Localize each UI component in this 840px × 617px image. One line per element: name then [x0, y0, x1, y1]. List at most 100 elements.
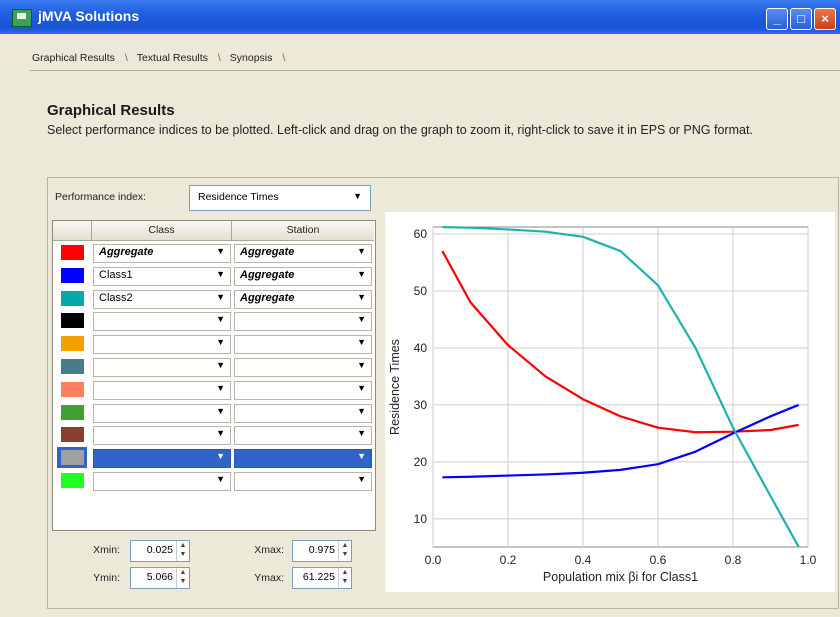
table-row[interactable]: ▼ ▼: [53, 402, 375, 424]
station-dropdown[interactable]: ▼: [234, 472, 372, 491]
class-value: Class2: [99, 291, 133, 304]
table-row[interactable]: ▼ ▼: [53, 379, 375, 401]
performance-index-dropdown[interactable]: Residence Times ▼: [189, 185, 371, 211]
table-row[interactable]: ▼ ▼: [53, 333, 375, 355]
spinner-arrows-icon[interactable]: ▲ ▼: [338, 568, 351, 588]
chevron-down-icon: ▼: [216, 474, 225, 484]
table-row[interactable]: Class1 ▼ Aggregate ▼: [53, 265, 375, 287]
chevron-down-icon: ▼: [357, 405, 366, 416]
series-color-swatch[interactable]: [61, 336, 84, 352]
chevron-down-icon: ▼: [357, 474, 366, 484]
series-color-swatch[interactable]: [61, 359, 84, 374]
chevron-down-icon: ▼: [216, 428, 225, 439]
station-dropdown[interactable]: Aggregate ▼: [234, 289, 372, 309]
series-color-swatch[interactable]: [61, 290, 84, 306]
station-dropdown[interactable]: ▼: [234, 380, 372, 400]
class-dropdown[interactable]: ▼: [93, 472, 231, 491]
station-dropdown[interactable]: ▼: [234, 335, 372, 355]
tab-synopsis[interactable]: Synopsis: [229, 52, 273, 64]
series-selection-table: Class Station Aggregate ▼ Aggregate ▼ Class1…: [52, 220, 376, 531]
chevron-down-icon: ▼: [216, 246, 225, 256]
chevron-down-icon: ▼: [216, 291, 225, 302]
class-dropdown[interactable]: Class1 ▼: [93, 266, 231, 286]
station-dropdown[interactable]: ▼: [234, 426, 372, 446]
series-line-1: [442, 403, 800, 479]
chevron-down-icon: ▼: [216, 451, 225, 462]
series-color-swatch[interactable]: [61, 313, 84, 329]
series-color-swatch[interactable]: [61, 473, 84, 488]
spinner-arrows-icon[interactable]: ▲ ▼: [176, 541, 189, 561]
chevron-down-icon: ▼: [357, 337, 366, 348]
station-dropdown[interactable]: ▼: [234, 403, 372, 423]
title-bar[interactable]: jMVA Solutions _ □ ×: [0, 0, 840, 34]
station-column-header: Station: [232, 221, 374, 241]
ymin-spinner[interactable]: 5.066 ▲ ▼: [130, 567, 190, 589]
class-dropdown[interactable]: ▼: [93, 335, 231, 355]
table-row[interactable]: Aggregate ▼ Aggregate ▼: [53, 242, 375, 264]
class-dropdown[interactable]: ▼: [93, 312, 231, 332]
chevron-down-icon: ▼: [216, 405, 225, 416]
table-row[interactable]: ▼ ▼: [53, 447, 375, 469]
series-color-swatch[interactable]: [61, 450, 84, 466]
xmax-spinner[interactable]: 0.975 ▲ ▼: [292, 540, 352, 562]
station-dropdown[interactable]: ▼: [234, 312, 372, 332]
class-column-header: Class: [92, 221, 232, 241]
residence-times-chart[interactable]: 0.0 0.2 0.4 0.6 0.8 1.0 10 20 30 40 50 60 Population…: [385, 212, 835, 592]
series-color-swatch[interactable]: [61, 427, 84, 443]
xmin-label: Xmin:: [93, 544, 120, 556]
window-title: jMVA Solutions: [38, 8, 140, 24]
x-axis-label: Population mix βi for Class1: [543, 570, 698, 584]
y-tick-label: 40: [414, 341, 428, 355]
x-tick-label: 0.6: [650, 553, 667, 567]
class-dropdown[interactable]: ▼: [93, 426, 231, 446]
station-dropdown[interactable]: ▼: [234, 358, 372, 377]
tab-textual-results[interactable]: Textual Results: [136, 52, 208, 64]
series-color-swatch[interactable]: [61, 381, 84, 397]
ymin-label: Ymin:: [93, 572, 120, 584]
class-dropdown[interactable]: ▼: [93, 380, 231, 400]
tab-graphical-results[interactable]: Graphical Results: [32, 52, 115, 64]
y-tick-label: 50: [414, 284, 428, 298]
series-color-swatch[interactable]: [61, 267, 84, 283]
ymax-spinner[interactable]: 61.225 ▲ ▼: [292, 567, 352, 589]
table-row[interactable]: ▼ ▼: [53, 356, 375, 378]
y-tick-label: 20: [414, 455, 428, 469]
table-row[interactable]: ▼ ▼: [53, 310, 375, 332]
station-dropdown[interactable]: Aggregate ▼: [234, 266, 372, 286]
table-row[interactable]: ▼ ▼: [53, 470, 375, 492]
chevron-down-icon: ▼: [357, 291, 366, 302]
plot-area: [432, 226, 809, 548]
xmin-spinner[interactable]: 0.025 ▲ ▼: [130, 540, 190, 562]
station-value: Aggregate: [240, 291, 295, 304]
series-color-swatch[interactable]: [61, 245, 84, 260]
x-tick-label: 1.0: [800, 553, 817, 567]
class-dropdown[interactable]: ▼: [93, 403, 231, 423]
class-dropdown[interactable]: ▼: [93, 358, 231, 377]
chevron-down-icon: ▼: [357, 246, 366, 256]
class-dropdown[interactable]: Aggregate ▼: [93, 244, 231, 263]
close-button[interactable]: ×: [814, 8, 836, 30]
x-tick-label: 0.0: [425, 553, 442, 567]
station-value: Aggregate: [240, 268, 295, 281]
tab-bar: Graphical Results \ Textual Results \ Syno…: [30, 50, 289, 70]
chevron-down-icon: ▼: [216, 314, 225, 325]
station-dropdown[interactable]: ▼: [234, 449, 372, 469]
class-dropdown[interactable]: ▼: [93, 449, 231, 469]
y-tick-label: 60: [414, 227, 428, 241]
station-dropdown[interactable]: Aggregate ▼: [234, 244, 372, 263]
x-tick-label: 0.2: [500, 553, 517, 567]
table-row[interactable]: Class2 ▼ Aggregate ▼: [53, 288, 375, 310]
minimize-button[interactable]: _: [766, 8, 788, 30]
class-dropdown[interactable]: Class2 ▼: [93, 289, 231, 309]
y-tick-label: 30: [414, 398, 428, 412]
table-row[interactable]: ▼ ▼: [53, 424, 375, 446]
chevron-down-icon: ▼: [353, 191, 362, 201]
x-tick-label: 0.8: [725, 553, 742, 567]
maximize-button[interactable]: □: [790, 8, 812, 30]
spinner-arrows-icon[interactable]: ▲ ▼: [176, 568, 189, 588]
series-color-swatch[interactable]: [61, 404, 84, 420]
spinner-arrows-icon[interactable]: ▲ ▼: [338, 541, 351, 561]
chart-svg[interactable]: 0.0 0.2 0.4 0.6 0.8 1.0 10 20 30 40 50 60 Population…: [385, 212, 835, 592]
performance-index-value: Residence Times: [198, 191, 279, 203]
